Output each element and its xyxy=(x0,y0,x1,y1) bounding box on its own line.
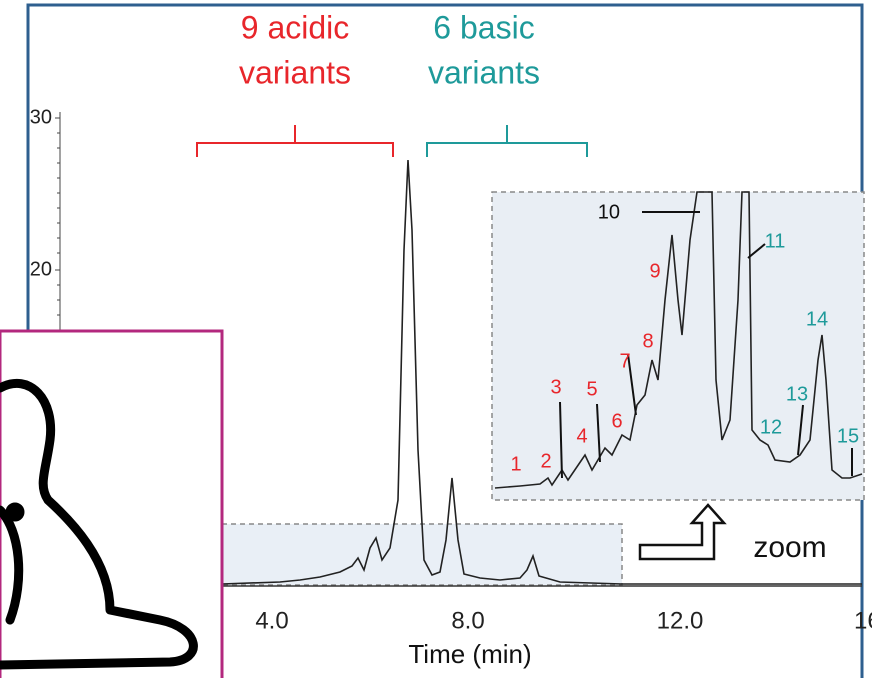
peak-label: 14 xyxy=(806,308,828,330)
y-tick-label: 20 xyxy=(30,258,52,280)
x-tick-label: 4.0 xyxy=(255,607,288,634)
peak-label: 4 xyxy=(576,425,587,447)
peak-label: 11 xyxy=(765,230,786,252)
peak-label: 8 xyxy=(642,330,653,352)
zoom-arrow xyxy=(638,503,727,561)
overlay-panel xyxy=(0,329,224,683)
y-minor-ticks xyxy=(55,117,60,316)
chromatogram-trace xyxy=(221,159,862,585)
peak-label: 7 xyxy=(619,350,630,372)
acidic-label: 9 acidic xyxy=(241,9,350,45)
basic-label: variants xyxy=(428,54,540,90)
inset-box xyxy=(491,191,865,501)
x-tick-label: 16 xyxy=(854,607,872,634)
cartoon xyxy=(0,378,198,670)
peak-label: 5 xyxy=(586,378,597,400)
basic-brace xyxy=(426,125,588,157)
x-tick-label: 8.0 xyxy=(451,607,484,634)
peak-label: 2 xyxy=(540,450,551,472)
basic-label: 6 basic xyxy=(433,9,534,45)
leader-lines xyxy=(559,211,853,479)
peak-label: 12 xyxy=(760,416,782,438)
peak-label: 9 xyxy=(649,260,660,282)
peak-label: 15 xyxy=(837,425,859,447)
x-axis-title: Time (min) xyxy=(408,639,531,669)
y-tick-label: 30 xyxy=(30,106,52,128)
peak-label: 3 xyxy=(550,376,561,398)
peak-label: 1 xyxy=(510,453,521,475)
x-tick-label: 12.0 xyxy=(657,607,704,634)
peak-label: 6 xyxy=(611,410,622,432)
inset-trace xyxy=(494,191,863,489)
acidic-brace xyxy=(196,125,394,157)
acidic-label: variants xyxy=(239,54,351,90)
peak-label: 10 xyxy=(598,201,620,223)
peak-label: 13 xyxy=(786,383,808,405)
zoom-label: zoom xyxy=(753,531,826,564)
